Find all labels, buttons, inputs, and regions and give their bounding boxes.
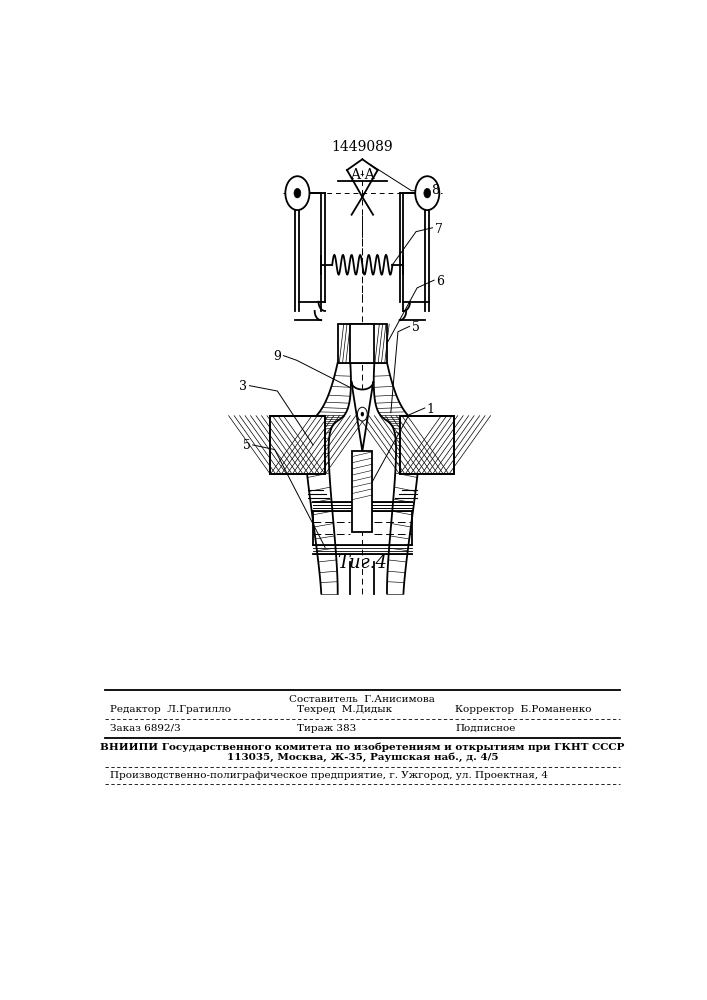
Circle shape	[358, 407, 367, 421]
Text: 6: 6	[436, 275, 444, 288]
Text: Редактор  Л.Гратилло: Редактор Л.Гратилло	[110, 705, 231, 714]
Polygon shape	[351, 382, 373, 451]
Text: Составитель  Г.Анисимова: Составитель Г.Анисимова	[289, 695, 436, 704]
Bar	[350, 324, 375, 363]
Text: Техред  М.Дидык: Техред М.Дидык	[297, 705, 392, 714]
Bar	[353, 451, 372, 532]
Bar	[270, 416, 325, 474]
Circle shape	[361, 412, 364, 416]
Text: A-A: A-A	[350, 168, 375, 182]
Text: 1: 1	[426, 403, 434, 416]
Circle shape	[424, 188, 431, 198]
Text: Τиг.4: Τиг.4	[337, 554, 387, 572]
Text: 3: 3	[239, 380, 247, 393]
Bar	[338, 324, 387, 363]
Text: 1449089: 1449089	[332, 140, 393, 154]
Text: Производственно-полиграфическое предприятие, г. Ужгород, ул. Проектная, 4: Производственно-полиграфическое предприя…	[110, 771, 549, 780]
Polygon shape	[305, 363, 351, 594]
Text: 9: 9	[274, 350, 281, 363]
Text: 5: 5	[243, 439, 250, 452]
Circle shape	[286, 176, 310, 210]
Bar	[399, 416, 455, 474]
Text: 8: 8	[431, 184, 439, 197]
Text: 7: 7	[435, 223, 443, 236]
Text: 113035, Москва, Ж-35, Раушская наб., д. 4/5: 113035, Москва, Ж-35, Раушская наб., д. …	[226, 753, 498, 762]
Text: 5: 5	[411, 321, 419, 334]
Circle shape	[294, 188, 300, 198]
Text: Заказ 6892/3: Заказ 6892/3	[110, 724, 181, 733]
Text: ВНИИПИ Государственного комитета по изобретениям и открытиям при ГКНТ СССР: ВНИИПИ Государственного комитета по изоб…	[100, 743, 624, 752]
Text: Тираж 383: Тираж 383	[297, 724, 356, 733]
Text: Подписное: Подписное	[455, 724, 516, 733]
Bar	[270, 416, 325, 474]
Circle shape	[415, 176, 439, 210]
Text: Корректор  Б.Романенко: Корректор Б.Романенко	[455, 705, 592, 714]
Polygon shape	[374, 363, 420, 594]
Bar	[399, 416, 455, 474]
